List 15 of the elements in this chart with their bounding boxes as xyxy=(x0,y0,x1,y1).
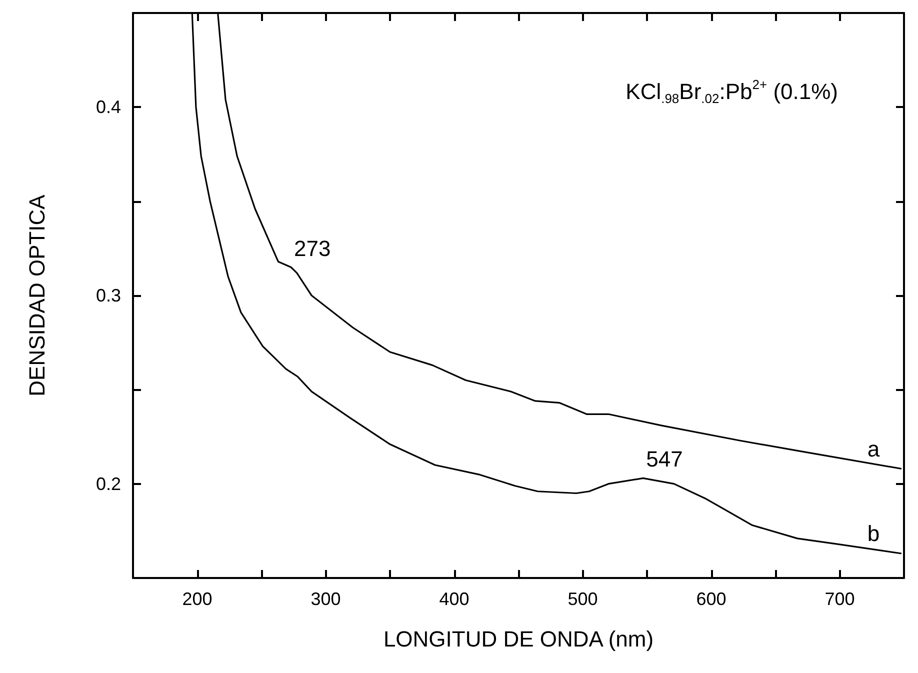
series-label: b xyxy=(867,521,880,546)
x-tick-label: 400 xyxy=(439,589,470,609)
x-tick-label: 700 xyxy=(824,589,855,609)
series-label: a xyxy=(867,436,880,462)
y-tick-label: 0.4 xyxy=(96,97,121,118)
x-axis-title: LONGITUD DE ONDA (nm) xyxy=(383,626,654,652)
x-tick-label: 500 xyxy=(568,589,598,609)
annotation: 273 xyxy=(294,236,331,261)
y-tick-label: 0.3 xyxy=(96,286,121,306)
annotation: 547 xyxy=(646,446,683,472)
y-axis-title: DENSIDAD OPTICA xyxy=(24,194,50,396)
y-tick-label: 0.2 xyxy=(96,474,121,494)
x-tick-label: 200 xyxy=(182,589,212,609)
x-tick-label: 600 xyxy=(696,589,726,609)
x-tick-label: 300 xyxy=(310,589,341,609)
